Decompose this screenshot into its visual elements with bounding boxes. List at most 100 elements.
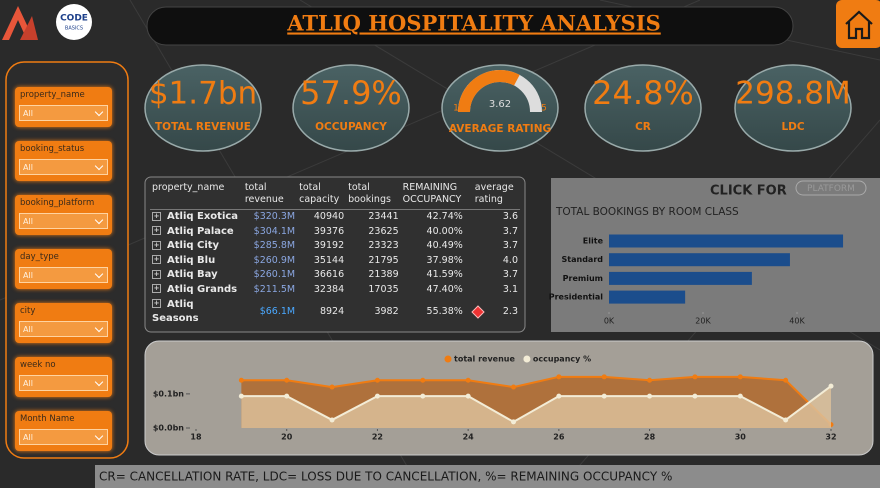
legend-swatch: [444, 355, 452, 363]
filter-dropdown[interactable]: All: [19, 429, 108, 445]
filter-dropdown[interactable]: All: [19, 105, 108, 121]
point: [692, 374, 698, 380]
table-cell: 36616: [297, 268, 346, 283]
point: [238, 377, 244, 383]
table-cell: + Atliq City: [150, 239, 243, 254]
cell-text: 41.59%: [426, 269, 463, 281]
filter-label: property_name: [20, 90, 85, 100]
filter-label: Month Name: [20, 414, 75, 424]
bar: [609, 290, 686, 304]
filter[interactable]: booking_status All: [15, 141, 112, 181]
filter[interactable]: week no All: [15, 357, 112, 397]
cell-text: 35144: [313, 254, 345, 266]
line: [241, 385, 832, 424]
cell-text: $260.1M: [253, 269, 296, 281]
column-header: total revenue: [242, 181, 298, 210]
point: [556, 393, 562, 399]
column-header: property_name: [150, 181, 243, 210]
y-tick-label: $0.0bn: [153, 424, 184, 433]
codebasics-logo: [56, 4, 92, 40]
filter-label: booking_status: [20, 144, 85, 154]
table-cell: 32384: [297, 283, 346, 298]
cell-text: 42.74%: [426, 211, 463, 222]
table-cell: + Atliq Palace: [150, 225, 243, 240]
kpi-label: AVERAGE RATING: [449, 123, 551, 135]
filter[interactable]: Month Name All: [15, 411, 112, 451]
point: [601, 374, 607, 380]
point: [737, 393, 743, 399]
filter[interactable]: day_type All: [15, 249, 112, 289]
expand-icon: +: [152, 211, 161, 221]
gauge-max: 5: [541, 104, 547, 114]
point: [420, 377, 426, 383]
cell-text: Atliq Palace: [167, 225, 234, 237]
table-header: property_name total revenue total capacity…: [150, 181, 520, 210]
table-cell: 3.7: [473, 268, 520, 283]
x-tick-label: 20: [281, 433, 293, 442]
kpi-label: OCCUPANCY: [315, 121, 387, 133]
filter-dropdown[interactable]: All: [19, 159, 108, 175]
x-tick-label: 28: [644, 433, 656, 442]
cell-text: 21389: [368, 269, 399, 281]
cell-text: 37.98%: [426, 254, 463, 266]
table-cell: $66.1M: [243, 298, 297, 327]
table-cell: 40.00%: [401, 225, 473, 240]
table-cell: 40.49%: [401, 239, 473, 254]
table-cell: 42.74%: [401, 210, 473, 225]
table-cell: 39192: [297, 239, 346, 254]
home-button[interactable]: [836, 0, 880, 48]
cell-text: 17035: [368, 283, 399, 295]
filter-dropdown[interactable]: All: [19, 267, 108, 283]
table-cell: 37.98%: [401, 254, 473, 269]
cell-text: 40.00%: [426, 225, 463, 237]
bar: [609, 271, 752, 285]
point: [238, 393, 244, 399]
cell-text: 23323: [368, 240, 399, 252]
line: [241, 375, 832, 426]
cell-text: 36616: [313, 269, 345, 281]
cell-text: $260.9M: [253, 254, 296, 266]
platform-button[interactable]: [795, 180, 867, 196]
cell-text: Atliq Seasons: [152, 298, 199, 325]
filter-dropdown[interactable]: All: [19, 321, 108, 337]
table-row: + Atliq City $285.8M 39192 23323 40.49% 3.7: [150, 239, 520, 254]
expand-icon: +: [152, 240, 161, 250]
cell-text: Atliq Grands: [167, 283, 238, 295]
title: ATLIQ HOSPITALITY ANALYSIS: [286, 11, 661, 36]
table-cell: 17035: [346, 283, 401, 298]
point: [465, 393, 471, 399]
table-cell: $260.1M: [243, 268, 297, 283]
cell-text: Atliq Exotica: [167, 211, 239, 222]
filter-dropdown[interactable]: All: [19, 375, 108, 391]
bar: [609, 253, 790, 267]
table-row: + Atliq Grands $211.5M 32384 17035 47.40% 3.1: [150, 283, 520, 298]
point: [284, 377, 290, 383]
table-cell: 3.1: [473, 283, 520, 298]
table-cell: 23625: [346, 225, 401, 240]
point: [737, 374, 743, 380]
table-cell: + Atliq Grands: [150, 283, 243, 298]
x-tick-label: 40K: [789, 317, 805, 326]
kpi-value: 57.9%: [300, 74, 402, 112]
kpi-label: CR: [635, 121, 651, 133]
point: [556, 374, 562, 380]
column-header: REMAINING OCCUPANCY: [400, 181, 473, 210]
table-cell: $211.5M: [243, 283, 297, 298]
filter[interactable]: booking_platform All: [15, 195, 112, 235]
filter[interactable]: city All: [15, 303, 112, 343]
cell-text: 3.7: [502, 225, 518, 237]
cell-text: 39376: [313, 225, 345, 237]
filter-dropdown[interactable]: All: [19, 213, 108, 229]
x-tick-label: 20K: [695, 317, 711, 326]
point: [692, 393, 698, 399]
point: [511, 384, 516, 390]
expand-icon: +: [152, 299, 161, 309]
filter[interactable]: property_name All: [15, 87, 112, 127]
table-cell: + Atliq Seasons: [150, 298, 243, 327]
y-tick-label: $0.1bn: [153, 389, 184, 398]
table-row: + Atliq Blu $260.9M 35144 21795 37.98% 4.0: [150, 254, 520, 269]
filter-label: booking_platform: [20, 198, 95, 208]
table-row: + Atliq Exotica $320.3M 40940 23441 42.74% 3.6: [150, 210, 520, 225]
table-row: + Atliq Bay $260.1M 36616 21389 41.59% 3.7: [150, 268, 520, 283]
cell-text: $285.8M: [253, 240, 296, 252]
